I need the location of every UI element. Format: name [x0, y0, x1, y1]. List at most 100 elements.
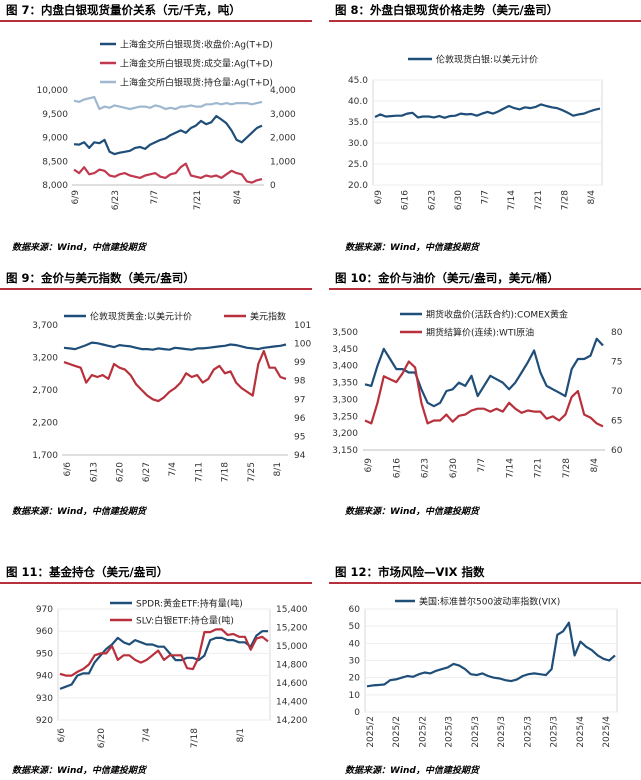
series-line-1	[59, 628, 269, 677]
y-tick-label-right: 15,000	[276, 642, 308, 652]
x-tick-label: 2025/2	[366, 716, 376, 748]
chart-title-bar: 图 11：基金持仓（美元/盎司）	[0, 562, 312, 584]
y-tick-label-left: 3,450	[332, 345, 358, 355]
x-tick-label: 6/23	[421, 458, 431, 478]
y-tick-label-left: 2,700	[32, 386, 58, 396]
y-tick-label-right: 80	[611, 328, 623, 338]
y-tick-label-left: 8,000	[42, 181, 68, 191]
x-tick-label: 6/30	[454, 190, 464, 210]
y-tick-label-left: 3,700	[32, 321, 58, 331]
y-tick-label-right: 14,200	[276, 716, 308, 726]
x-tick-label: 2025/4	[602, 716, 612, 748]
x-tick-label: 2025/2	[392, 716, 402, 748]
series-line-0	[59, 630, 268, 690]
chart-title: 图 9：金价与美元指数（美元/盎司）	[6, 271, 195, 285]
legend-label: 上海金交所白银现货:成交量:Ag(T+D)	[120, 58, 273, 70]
series-line-0	[63, 341, 287, 351]
x-tick-label: 6/6	[63, 462, 73, 477]
y-tick-label-left: 960	[36, 627, 53, 637]
y-tick-label-left: 60	[349, 605, 361, 615]
chart-title-bar: 图 8：外盘白银现货价格走势（美元/盎司）	[329, 0, 641, 22]
x-tick-label: 7/28	[562, 458, 572, 478]
x-tick-label: 6/27	[142, 462, 152, 482]
y-tick-label-left: 3,200	[332, 429, 358, 439]
series-line-0	[366, 621, 616, 688]
x-tick-label: 7/28	[560, 190, 570, 210]
y-tick-label-left: 930	[36, 694, 53, 704]
legend-label: 美国:标准普尔500波动率指数(VIX)	[419, 596, 560, 608]
y-tick-label-left: 0	[354, 708, 360, 718]
chart-source: 数据来源：Wind，中信建投期货	[345, 766, 479, 776]
y-tick-label-left: 45.0	[348, 76, 368, 86]
x-tick-label: 7/21	[534, 458, 544, 478]
x-tick-label: 2025/3	[523, 716, 533, 748]
y-tick-label-left: 20	[349, 674, 361, 684]
chart-title-bar: 图 9：金价与美元指数（美元/盎司）	[0, 268, 312, 290]
y-tick-label-right: 97	[294, 395, 305, 405]
x-tick-label: 7/7	[481, 190, 491, 204]
x-tick-label: 6/6	[57, 728, 67, 743]
y-tick-label-left: 35.0	[348, 118, 368, 128]
y-tick-label-right: 14,600	[276, 679, 308, 689]
y-tick-label-left: 9,500	[42, 110, 68, 120]
chart-title: 图 10：金价与油价（美元/盎司，美元/桶）	[335, 271, 559, 285]
y-tick-label-left: 3,350	[332, 379, 358, 389]
y-tick-label-right: 75	[611, 358, 622, 368]
y-tick-label-left: 25.0	[348, 160, 368, 170]
x-tick-label: 2025/3	[445, 716, 455, 748]
y-tick-label-right: 15,200	[276, 624, 308, 634]
y-tick-label-right: 14,400	[276, 698, 308, 708]
x-tick-label: 8/1	[236, 728, 246, 742]
chart-source: 数据来源：Wind，中信建投期货	[345, 507, 479, 517]
series-line-1	[364, 360, 604, 428]
y-tick-label-right: 99	[294, 358, 306, 368]
legend-label: 伦敦现货白银:以美元计价	[436, 54, 538, 66]
series-line-1	[73, 162, 263, 184]
y-tick-label-right: 1,000	[270, 157, 296, 167]
x-tick-label: 2025/4	[576, 716, 586, 748]
y-tick-label-left: 940	[36, 672, 53, 682]
legend-label: 期货结算价(连续):WTI原油	[426, 327, 534, 339]
y-tick-label-right: 100	[294, 340, 311, 350]
x-tick-label: 7/4	[168, 462, 178, 477]
y-tick-label-left: 920	[36, 716, 53, 726]
x-tick-label: 6/23	[427, 190, 437, 210]
y-tick-label-left: 40.0	[348, 97, 368, 107]
y-tick-label-left: 2,200	[32, 419, 58, 429]
legend-label: SPDR:黄金ETF:持有量(吨)	[136, 598, 243, 610]
y-tick-label-right: 65	[611, 417, 622, 427]
chart-title-bar: 图 7：内盘白银现货量价关系（元/千克，吨）	[0, 0, 312, 22]
x-tick-label: 6/23	[111, 190, 121, 210]
y-tick-label-right: 15,400	[276, 605, 308, 615]
y-tick-label-left: 30.0	[348, 139, 368, 149]
y-tick-label-left: 20.0	[348, 181, 368, 191]
series-line-0	[73, 114, 263, 156]
series-line-0	[374, 103, 601, 119]
legend-label: 上海金交所白银现货:收盘价:Ag(T+D)	[120, 39, 273, 51]
chart-title: 图 7：内盘白银现货量价关系（元/千克，吨）	[6, 3, 241, 17]
legend-label: 期货收盘价(活跃合约):COMEX黄金	[426, 309, 568, 321]
y-tick-label-right: 95	[294, 432, 305, 442]
chart-source: 数据来源：Wind，中信建投期货	[12, 766, 146, 776]
x-tick-label: 6/16	[401, 190, 411, 210]
y-tick-label-right: 60	[611, 446, 623, 456]
legend-label: SLV:白银ETF:持仓量(吨)	[136, 615, 234, 627]
x-tick-label: 8/4	[233, 190, 243, 205]
y-tick-label-right: 0	[270, 181, 276, 191]
y-tick-label-left: 1,700	[32, 451, 58, 461]
chart-title-bar: 图 12：市场风险—VIX 指数	[329, 562, 641, 584]
chart-title: 图 11：基金持仓（美元/盎司）	[6, 565, 169, 579]
x-tick-label: 6/13	[89, 462, 99, 482]
y-tick-label-right: 4,000	[270, 86, 296, 96]
x-tick-label: 6/9	[364, 458, 374, 473]
x-tick-label: 7/14	[505, 458, 515, 478]
y-tick-label-left: 10,000	[37, 86, 69, 96]
y-tick-label-left: 30	[349, 657, 361, 667]
y-tick-label-left: 3,250	[332, 412, 358, 422]
x-tick-label: 8/4	[587, 190, 597, 205]
y-tick-label-left: 10	[349, 691, 361, 701]
